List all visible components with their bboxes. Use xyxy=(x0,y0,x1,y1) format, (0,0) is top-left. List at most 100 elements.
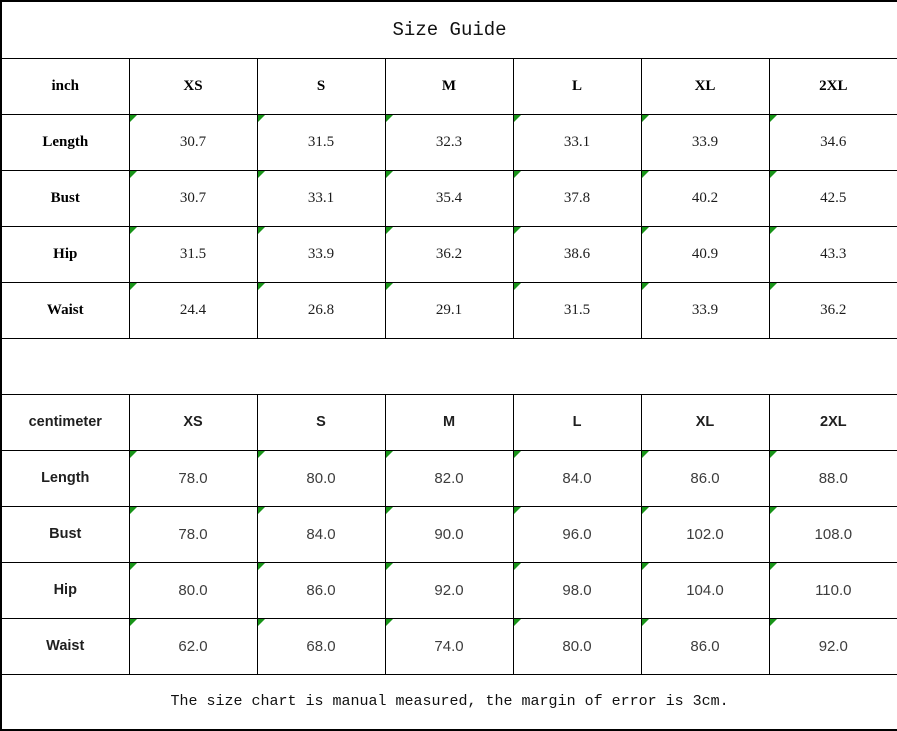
green-corner-flag-icon xyxy=(130,227,138,235)
row-label-waist: Waist xyxy=(0,617,130,675)
green-corner-flag-icon xyxy=(770,171,778,179)
size-value-cell: 33.1 xyxy=(256,169,386,227)
size-value: 35.4 xyxy=(435,189,463,206)
size-value-cell: 31.5 xyxy=(128,225,258,283)
size-value: 40.2 xyxy=(691,189,719,206)
size-value-cell: 86.0 xyxy=(640,617,770,675)
green-corner-flag-icon xyxy=(770,619,778,627)
size-value: 78.0 xyxy=(178,525,208,543)
size-value-cell: 38.6 xyxy=(512,225,642,283)
green-corner-flag-icon xyxy=(386,227,394,235)
table-row: Waist 24.4 26.8 29.1 31.5 33.9 36.2 xyxy=(0,281,897,339)
size-value: 36.2 xyxy=(820,301,847,318)
size-value-cell: 102.0 xyxy=(640,505,770,563)
column-header-xs: XS xyxy=(128,393,258,451)
size-value-cell: 74.0 xyxy=(384,617,514,675)
size-value-cell: 29.1 xyxy=(384,281,514,339)
green-corner-flag-icon xyxy=(642,283,650,291)
table-row: Length 78.0 80.0 82.0 84.0 86.0 88.0 xyxy=(0,449,897,507)
size-value: 33.9 xyxy=(691,133,719,150)
size-value: 33.1 xyxy=(563,133,591,150)
table-row: Bust 30.7 33.1 35.4 37.8 40.2 42.5 xyxy=(0,169,897,227)
size-value: 33.1 xyxy=(307,189,335,206)
page-title: Size Guide xyxy=(0,0,897,59)
table-row: Hip 31.5 33.9 36.2 38.6 40.9 43.3 xyxy=(0,225,897,283)
column-header-m: M xyxy=(384,393,514,451)
size-value-cell: 110.0 xyxy=(768,561,897,619)
row-label-bust: Bust xyxy=(0,505,130,563)
size-table-inch: inch XS S M L XL 2XL Length 30.7 31.5 32… xyxy=(0,57,897,339)
green-corner-flag-icon xyxy=(258,563,266,571)
size-value: 24.4 xyxy=(179,301,207,318)
unit-header-inch: inch xyxy=(0,57,130,115)
size-value: 40.9 xyxy=(691,245,719,262)
column-header-l: L xyxy=(512,57,642,115)
size-value-cell: 80.0 xyxy=(256,449,386,507)
table-row: Length 30.7 31.5 32.3 33.1 33.9 34.6 xyxy=(0,113,897,171)
footer-section: The size chart is manual measured, the m… xyxy=(0,673,897,731)
green-corner-flag-icon xyxy=(386,451,394,459)
column-header-s: S xyxy=(256,393,386,451)
green-corner-flag-icon xyxy=(770,563,778,571)
size-value: 31.5 xyxy=(307,133,335,150)
size-value: 80.0 xyxy=(178,581,208,599)
column-header-2xl: 2XL xyxy=(768,393,897,451)
row-label-bust: Bust xyxy=(0,169,130,227)
size-value-cell: 33.9 xyxy=(256,225,386,283)
table-row: Hip 80.0 86.0 92.0 98.0 104.0 110.0 xyxy=(0,561,897,619)
size-value: 62.0 xyxy=(178,637,208,655)
size-value: 104.0 xyxy=(686,581,724,599)
size-value: 84.0 xyxy=(562,469,592,487)
size-value: 36.2 xyxy=(435,245,463,262)
column-header-xs: XS xyxy=(128,57,258,115)
spacer-section xyxy=(0,337,897,395)
size-value-cell: 82.0 xyxy=(384,449,514,507)
size-value-cell: 98.0 xyxy=(512,561,642,619)
row-label-length: Length xyxy=(0,113,130,171)
green-corner-flag-icon xyxy=(514,507,522,515)
green-corner-flag-icon xyxy=(514,283,522,291)
green-corner-flag-icon xyxy=(514,619,522,627)
size-value: 33.9 xyxy=(691,301,719,318)
size-value: 74.0 xyxy=(434,637,464,655)
green-corner-flag-icon xyxy=(514,115,522,123)
size-value-cell: 86.0 xyxy=(256,561,386,619)
green-corner-flag-icon xyxy=(130,283,138,291)
table-row: Bust 78.0 84.0 90.0 96.0 102.0 108.0 xyxy=(0,505,897,563)
title-section: Size Guide xyxy=(0,0,897,59)
green-corner-flag-icon xyxy=(514,563,522,571)
size-value-cell: 34.6 xyxy=(768,113,897,171)
size-value-cell: 24.4 xyxy=(128,281,258,339)
size-value-cell: 96.0 xyxy=(512,505,642,563)
size-value-cell: 30.7 xyxy=(128,113,258,171)
green-corner-flag-icon xyxy=(258,115,266,123)
green-corner-flag-icon xyxy=(130,115,138,123)
green-corner-flag-icon xyxy=(386,283,394,291)
spacer-row xyxy=(0,337,897,395)
size-value: 26.8 xyxy=(307,301,335,318)
size-value-cell: 80.0 xyxy=(512,617,642,675)
size-value: 90.0 xyxy=(434,525,464,543)
size-value: 30.7 xyxy=(179,133,207,150)
column-header-s: S xyxy=(256,57,386,115)
column-header-xl: XL xyxy=(640,393,770,451)
size-value-cell: 62.0 xyxy=(128,617,258,675)
green-corner-flag-icon xyxy=(514,227,522,235)
row-label-waist: Waist xyxy=(0,281,130,339)
size-value: 102.0 xyxy=(686,525,724,543)
green-corner-flag-icon xyxy=(258,171,266,179)
size-value: 30.7 xyxy=(179,189,207,206)
green-corner-flag-icon xyxy=(130,507,138,515)
green-corner-flag-icon xyxy=(130,619,138,627)
size-value: 110.0 xyxy=(815,581,852,599)
green-corner-flag-icon xyxy=(642,451,650,459)
size-value: 88.0 xyxy=(818,469,848,487)
size-value: 43.3 xyxy=(820,245,847,262)
column-header-2xl: 2XL xyxy=(768,57,897,115)
green-corner-flag-icon xyxy=(258,283,266,291)
green-corner-flag-icon xyxy=(770,115,778,123)
green-corner-flag-icon xyxy=(386,619,394,627)
size-value-cell: 78.0 xyxy=(128,449,258,507)
size-value: 82.0 xyxy=(434,469,464,487)
